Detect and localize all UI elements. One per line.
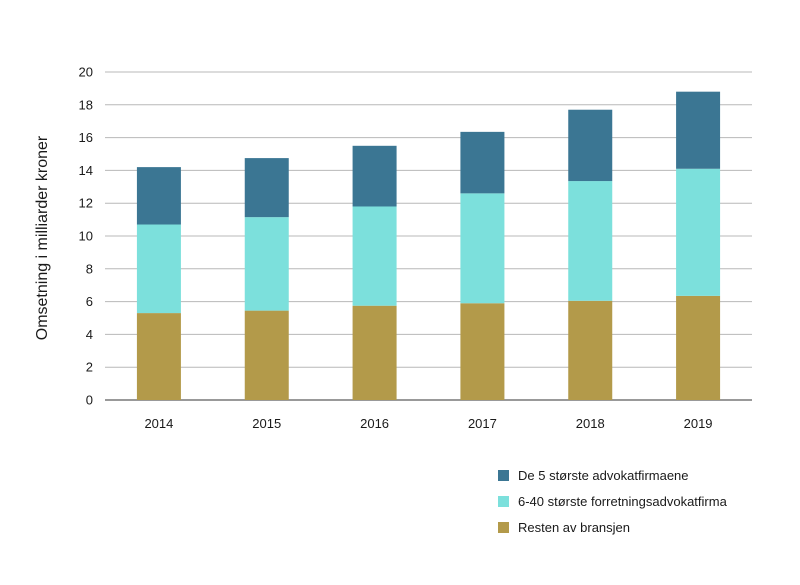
legend-swatch	[498, 470, 509, 481]
bar-segment	[568, 109, 613, 182]
legend-label: 6-40 største forretningsadvokatfirma	[518, 494, 728, 509]
x-tick-label: 2015	[252, 416, 281, 431]
x-tick-label: 2016	[360, 416, 389, 431]
y-tick-label: 8	[86, 261, 93, 276]
y-tick-label: 0	[86, 393, 93, 408]
bars	[136, 91, 721, 400]
bar-segment	[244, 310, 289, 400]
x-axis-ticks: 2014 2015 2016 2017 2018 2019	[144, 416, 712, 431]
bar-segment	[136, 224, 181, 314]
bar-segment	[352, 206, 397, 306]
y-tick-label: 18	[79, 97, 93, 112]
legend-label: Resten av bransjen	[518, 520, 630, 535]
y-axis-ticks: 0 2 4 6 8 10 12 14 16 18 20	[79, 65, 93, 408]
bar-segment	[352, 145, 397, 207]
x-tick-label: 2019	[684, 416, 713, 431]
y-axis-title: Omsetning i milliarder kroner	[34, 135, 51, 340]
y-tick-label: 12	[79, 196, 93, 211]
bar-segment	[676, 295, 721, 400]
bar-segment	[244, 158, 289, 218]
legend: De 5 største advokatfirmaene 6-40 største…	[498, 468, 728, 535]
bar-segment	[244, 217, 289, 311]
bar-segment	[460, 303, 505, 400]
bar-segment	[676, 168, 721, 296]
y-tick-label: 20	[79, 65, 93, 80]
y-tick-label: 14	[79, 163, 93, 178]
y-tick-label: 10	[79, 229, 93, 244]
bar-segment	[136, 313, 181, 400]
bar-segment	[568, 300, 613, 400]
x-tick-label: 2018	[576, 416, 605, 431]
x-tick-label: 2014	[144, 416, 173, 431]
legend-swatch	[498, 522, 509, 533]
y-tick-label: 4	[86, 327, 93, 342]
bar-segment	[460, 193, 505, 304]
bar-segment	[676, 91, 721, 169]
bar-segment	[568, 181, 613, 301]
legend-label: De 5 største advokatfirmaene	[518, 468, 689, 483]
bar-segment	[136, 167, 181, 225]
gridlines	[105, 71, 752, 401]
y-tick-label: 6	[86, 294, 93, 309]
x-tick-label: 2017	[468, 416, 497, 431]
y-tick-label: 2	[86, 360, 93, 375]
legend-swatch	[498, 496, 509, 507]
bar-segment	[352, 305, 397, 400]
bar-segment	[460, 131, 505, 194]
y-tick-label: 16	[79, 130, 93, 145]
